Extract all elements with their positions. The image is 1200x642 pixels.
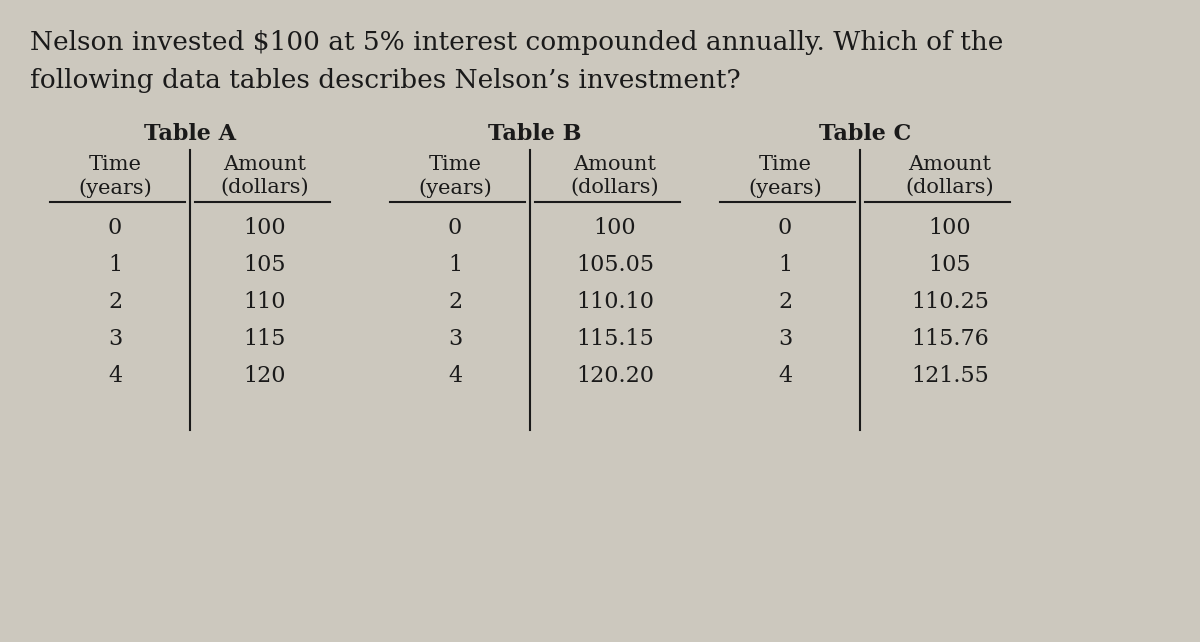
- Text: 100: 100: [244, 217, 287, 239]
- Text: Amount: Amount: [908, 155, 991, 174]
- Text: 105.05: 105.05: [576, 254, 654, 276]
- Text: 0: 0: [108, 217, 122, 239]
- Text: 4: 4: [778, 365, 792, 387]
- Text: 110.10: 110.10: [576, 291, 654, 313]
- Text: 0: 0: [448, 217, 462, 239]
- Text: 1: 1: [448, 254, 462, 276]
- Text: 1: 1: [778, 254, 792, 276]
- Text: 2: 2: [778, 291, 792, 313]
- Text: (dollars): (dollars): [906, 178, 995, 197]
- Text: 115.76: 115.76: [911, 328, 989, 350]
- Text: Time: Time: [758, 155, 811, 174]
- Text: Amount: Amount: [574, 155, 656, 174]
- Text: 100: 100: [929, 217, 971, 239]
- Text: 105: 105: [244, 254, 287, 276]
- Text: 105: 105: [929, 254, 971, 276]
- Text: 121.55: 121.55: [911, 365, 989, 387]
- Text: Time: Time: [428, 155, 481, 174]
- Text: Time: Time: [89, 155, 142, 174]
- Text: 100: 100: [594, 217, 636, 239]
- Text: Nelson invested $100 at 5% interest compounded annually. Which of the: Nelson invested $100 at 5% interest comp…: [30, 30, 1003, 55]
- Text: 1: 1: [108, 254, 122, 276]
- Text: following data tables describes Nelson’s investment?: following data tables describes Nelson’s…: [30, 68, 740, 93]
- Text: Table A: Table A: [144, 123, 236, 145]
- Text: 0: 0: [778, 217, 792, 239]
- Text: (dollars): (dollars): [221, 178, 310, 197]
- Text: (years): (years): [78, 178, 152, 198]
- Text: 110: 110: [244, 291, 287, 313]
- Text: (years): (years): [748, 178, 822, 198]
- Text: 3: 3: [778, 328, 792, 350]
- Text: 120.20: 120.20: [576, 365, 654, 387]
- Text: 2: 2: [108, 291, 122, 313]
- Text: 115: 115: [244, 328, 286, 350]
- Text: Table C: Table C: [818, 123, 911, 145]
- Text: 2: 2: [448, 291, 462, 313]
- Text: Amount: Amount: [223, 155, 306, 174]
- Text: (dollars): (dollars): [571, 178, 659, 197]
- Text: Table B: Table B: [488, 123, 582, 145]
- Text: (years): (years): [418, 178, 492, 198]
- Text: 120: 120: [244, 365, 287, 387]
- Text: 115.15: 115.15: [576, 328, 654, 350]
- Text: 3: 3: [448, 328, 462, 350]
- Text: 3: 3: [108, 328, 122, 350]
- Text: 4: 4: [448, 365, 462, 387]
- Text: 110.25: 110.25: [911, 291, 989, 313]
- Text: 4: 4: [108, 365, 122, 387]
